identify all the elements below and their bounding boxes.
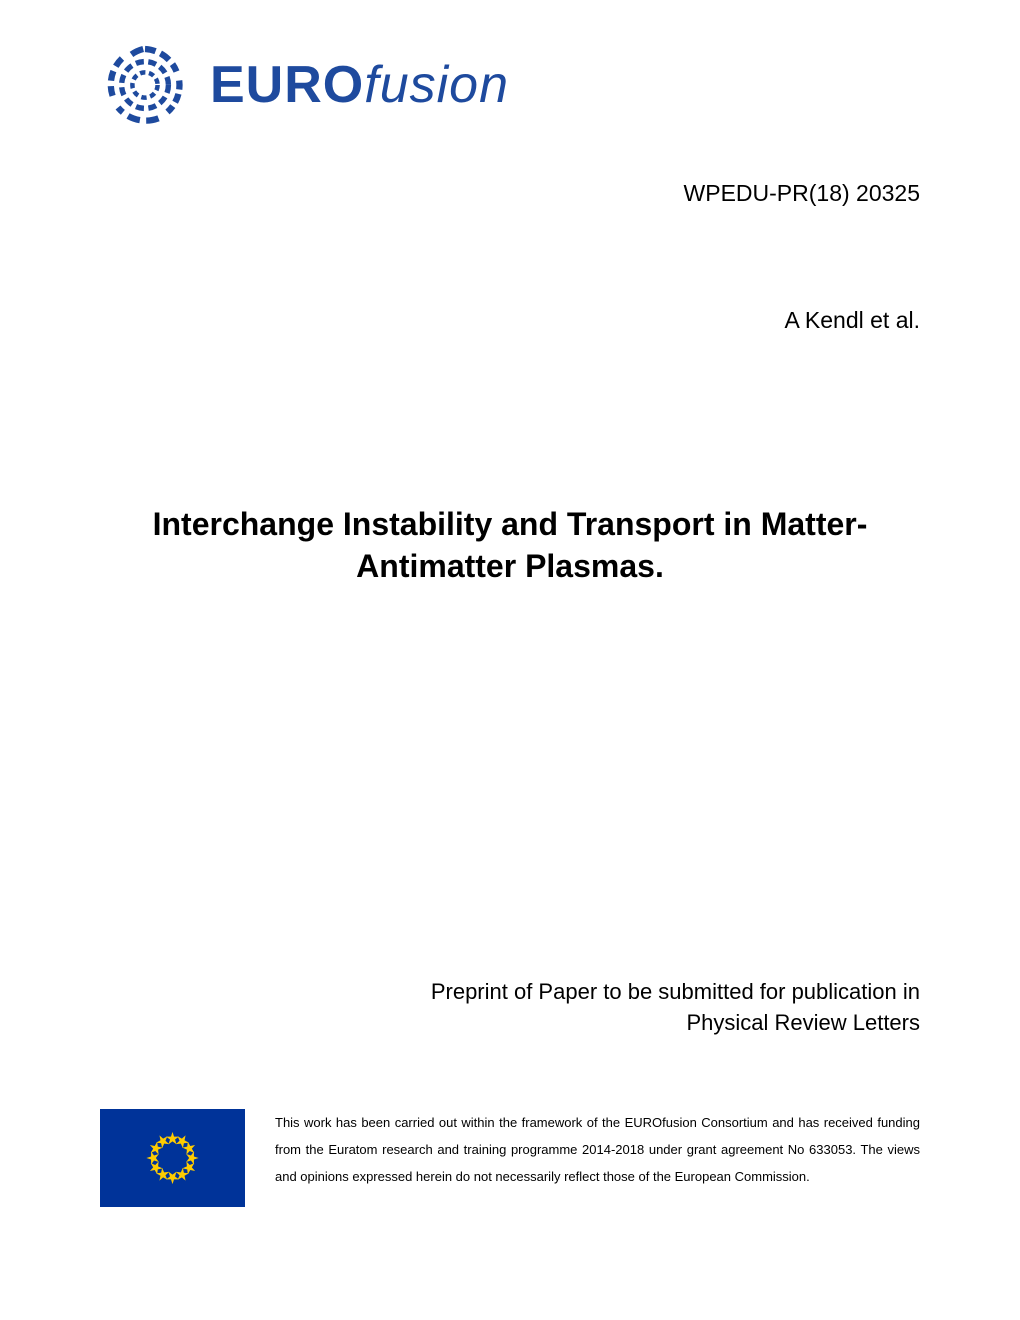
document-id: WPEDU-PR(18) 20325 <box>100 180 920 207</box>
eu-flag-icon <box>100 1109 245 1207</box>
footer-disclaimer: This work has been carried out within th… <box>275 1109 920 1191</box>
logo-text-italic: fusion <box>364 56 509 114</box>
eurofusion-logo-text: EUROfusion <box>210 55 509 115</box>
logo-section: EUROfusion <box>100 40 920 130</box>
paper-title: Interchange Instability and Transport in… <box>100 504 920 587</box>
eurofusion-logo-icon <box>100 40 190 130</box>
footer-section: This work has been carried out within th… <box>100 1109 920 1207</box>
preprint-line1: Preprint of Paper to be submitted for pu… <box>431 979 920 1004</box>
authors: A Kendl et al. <box>100 307 920 334</box>
preprint-notice: Preprint of Paper to be submitted for pu… <box>100 977 920 1039</box>
logo-text-bold: EURO <box>210 56 364 114</box>
preprint-line2: Physical Review Letters <box>686 1010 920 1035</box>
